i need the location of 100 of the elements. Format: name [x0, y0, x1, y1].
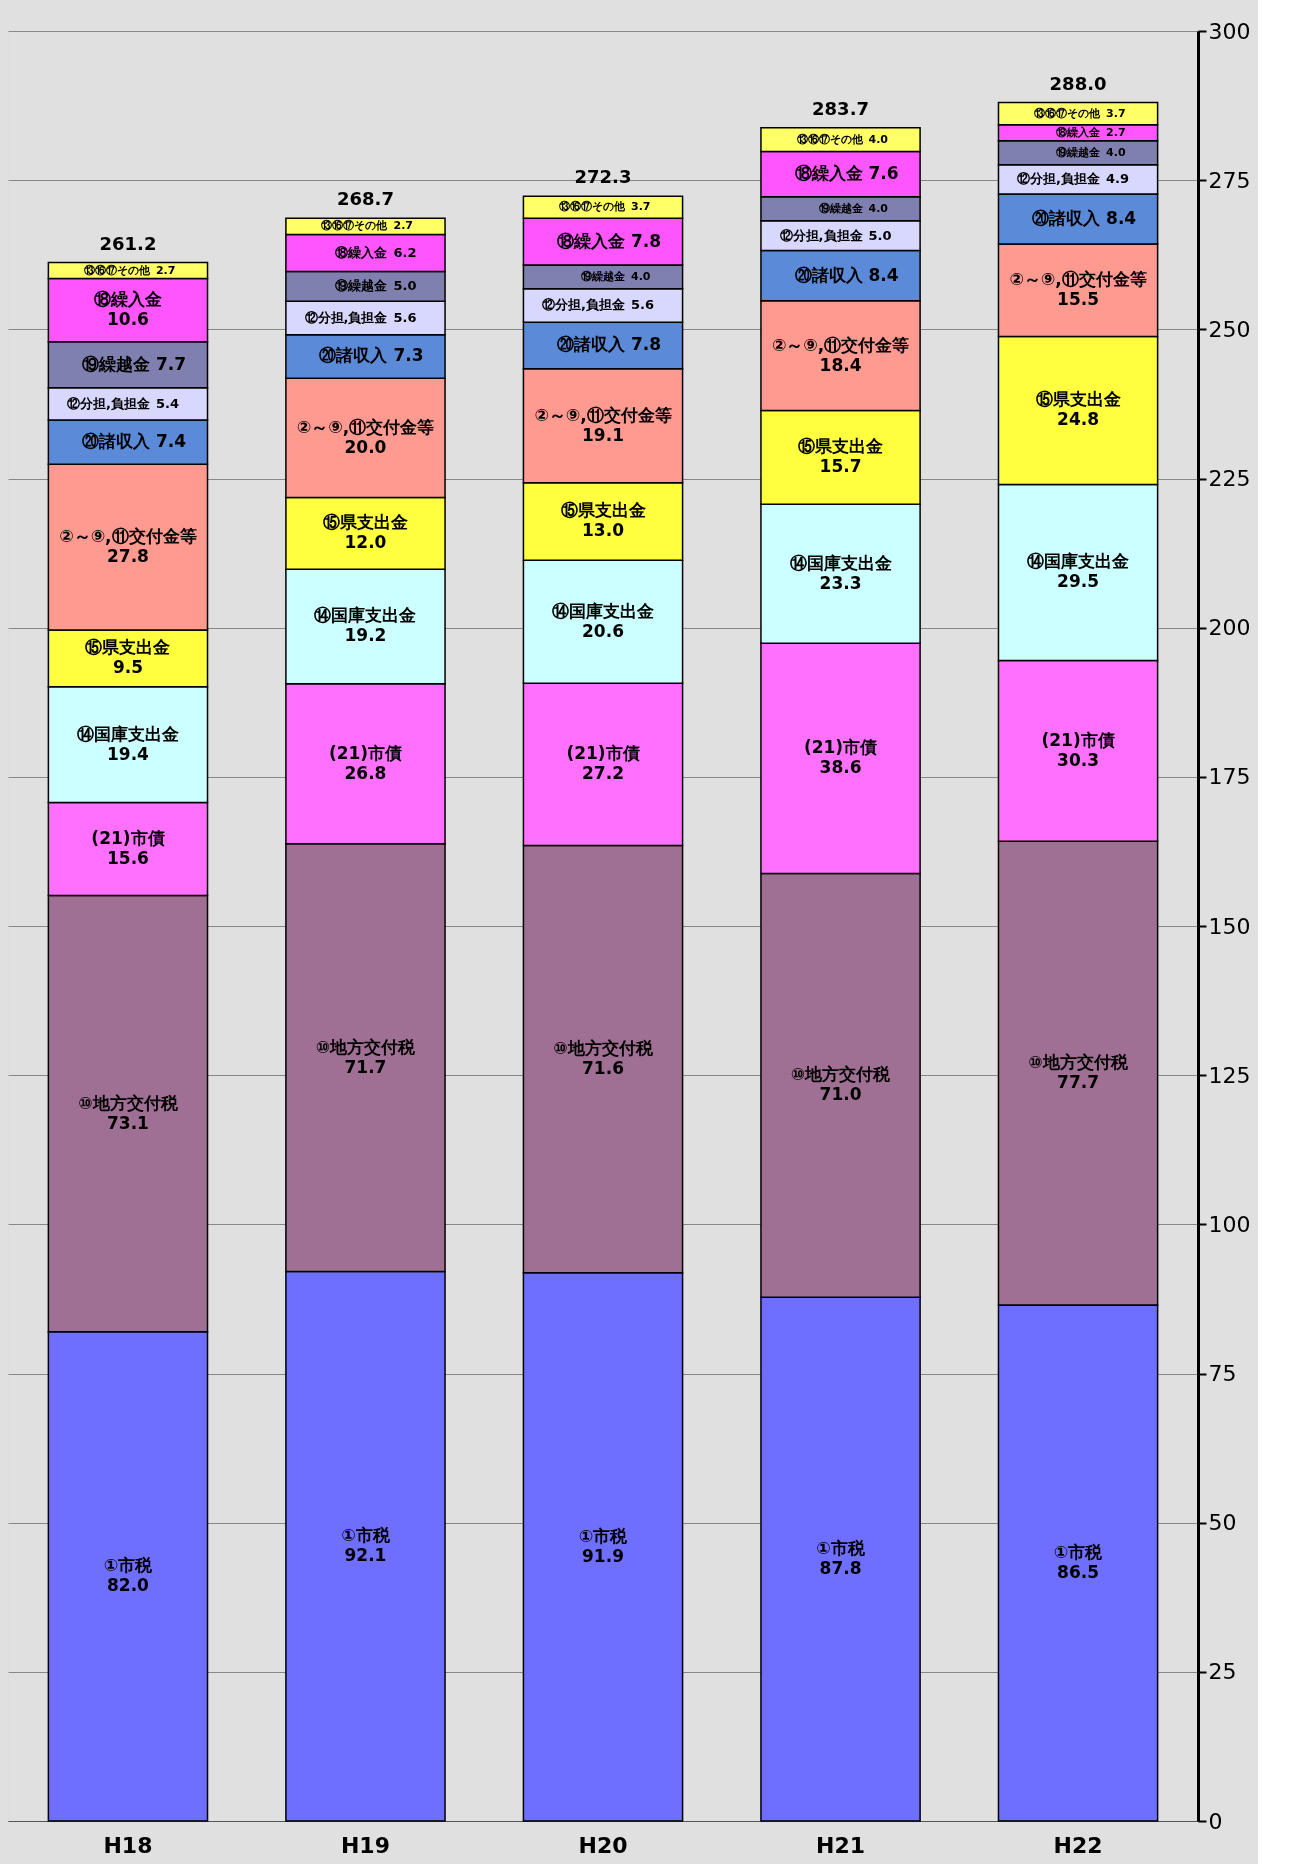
series-label: ⑭国庫支出金	[789, 552, 892, 573]
data-label: 5.0	[393, 278, 417, 294]
text: (21)市債	[1041, 729, 1115, 750]
total-label: 288.0	[1049, 72, 1107, 94]
text: ⑫分担,負担金	[67, 395, 150, 411]
y-tick-label: 150	[1208, 913, 1251, 939]
text: ⑲繰越金	[81, 353, 150, 374]
text: ⑳諸収入	[81, 431, 150, 452]
y-tick-label: 125	[1208, 1062, 1251, 1088]
y-tick-label: 200	[1208, 615, 1251, 641]
x-tick-label: H19	[340, 1832, 390, 1858]
text: ⑮県支出金	[560, 500, 646, 521]
series-label: ⑩地方交付税	[1028, 1052, 1129, 1073]
data-label: 23.3	[819, 572, 862, 593]
data-label: 3.7	[631, 200, 651, 214]
data-label: 7.4	[155, 431, 187, 452]
data-label: 27.2	[582, 763, 624, 784]
data-label: 13.0	[582, 520, 625, 541]
data-label: 4.0	[631, 269, 651, 283]
data-label: 9.5	[112, 657, 144, 678]
text: ⑬⑯⑰その他	[321, 219, 388, 233]
data-label: 77.7	[1057, 1072, 1100, 1093]
series-label: ①市税	[1053, 1541, 1104, 1562]
y-tick-label: 0	[1208, 1808, 1223, 1834]
text: ⑲繰越金	[581, 269, 625, 283]
text: ⑩地方交付税	[790, 1064, 891, 1085]
text: ②～⑨,⑪交付金等	[296, 416, 435, 437]
data-label: 4.0	[868, 132, 889, 146]
data-label: 7.8	[631, 230, 662, 251]
data-label: 30.3	[1057, 749, 1100, 770]
y-tick-label: 275	[1208, 167, 1251, 193]
text: ⑳諸収入	[1032, 207, 1101, 228]
data-label: 19.4	[106, 743, 150, 764]
text: ⑬⑯⑰その他	[1034, 106, 1101, 120]
y-tick-label: 300	[1208, 18, 1251, 44]
data-label: 91.9	[582, 1545, 624, 1566]
data-label: 73.1	[106, 1112, 149, 1133]
data-label: 4.9	[1106, 171, 1130, 187]
total-label: 261.2	[99, 232, 157, 254]
text: ⑳諸収入	[557, 334, 625, 355]
total-label: 272.3	[574, 166, 632, 188]
text: ⑱繰入金	[794, 163, 863, 184]
text: ⑫分担,負担金	[779, 227, 863, 243]
text: ⑬⑯⑰その他	[559, 200, 625, 214]
x-tick-label: H20	[578, 1832, 628, 1858]
data-label: 5.0	[868, 227, 892, 243]
text: ⑳諸収入	[794, 264, 863, 285]
data-label: 2.7	[155, 263, 176, 277]
data-label: 19.1	[582, 424, 624, 445]
data-label: 6.2	[393, 244, 417, 260]
data-label: 10.6	[106, 309, 149, 330]
text: ①市税	[578, 1525, 628, 1546]
data-label: 71.0	[819, 1084, 862, 1105]
text: ⑭国庫支出金	[76, 723, 179, 744]
series-label: ⑱繰入金	[1056, 125, 1102, 139]
text: (21)市債	[803, 737, 878, 758]
data-label: 2.7	[1106, 125, 1126, 139]
data-label: 15.7	[819, 456, 862, 477]
data-label: 5.6	[631, 297, 655, 313]
y-tick-label: 100	[1208, 1211, 1251, 1237]
text: ⑬⑯⑰その他	[796, 132, 863, 146]
series-label: ⑳諸収入	[319, 345, 389, 366]
series-label: ⑬⑯⑰その他	[83, 263, 151, 277]
text: ①市税	[341, 1525, 390, 1546]
text: ⑩地方交付税	[553, 1038, 653, 1059]
text: ⑮県支出金	[798, 436, 884, 457]
data-label: 4.0	[1106, 145, 1126, 159]
y-tick-label: 50	[1208, 1510, 1237, 1536]
data-label: 26.8	[344, 762, 387, 783]
data-label: 87.8	[819, 1558, 862, 1579]
x-tick-label: H21	[816, 1832, 866, 1858]
data-label: 12.0	[344, 532, 387, 553]
data-label: 2.7	[393, 219, 413, 233]
data-label: 71.6	[582, 1058, 624, 1079]
data-label: 27.8	[106, 546, 149, 567]
text: ⑮県支出金	[322, 512, 408, 533]
y-tick-label: 25	[1208, 1659, 1237, 1685]
y-tick-label: 75	[1208, 1361, 1237, 1386]
data-label: 20.6	[582, 620, 624, 641]
data-label: 29.5	[1057, 571, 1100, 592]
text: ⑭国庫支出金	[1027, 551, 1130, 572]
data-label: 3.7	[1106, 106, 1126, 120]
total-label: 268.7	[337, 188, 394, 210]
data-label: 20.0	[344, 436, 387, 457]
text: ⑱繰入金	[93, 289, 162, 310]
text: ⑱繰入金	[557, 230, 625, 251]
x-tick-label: H22	[1053, 1832, 1103, 1858]
text: ②～⑨,⑪交付金等	[59, 526, 197, 547]
text: ⑮県支出金	[1035, 389, 1121, 410]
text: ⑩地方交付税	[78, 1092, 178, 1113]
data-label: 8.4	[1106, 207, 1137, 228]
text: ⑲繰越金	[818, 201, 863, 215]
series-label: ②～⑨,⑪交付金等	[1009, 269, 1147, 290]
text: (21)市債	[328, 742, 403, 763]
data-label: 8.4	[868, 264, 899, 285]
data-label: 7.6	[868, 163, 899, 184]
text: ⑫分担,負担金	[304, 310, 388, 325]
y-tick-label: 250	[1208, 316, 1251, 342]
data-label: 5.6	[393, 310, 417, 325]
data-label: 18.4	[819, 354, 862, 375]
